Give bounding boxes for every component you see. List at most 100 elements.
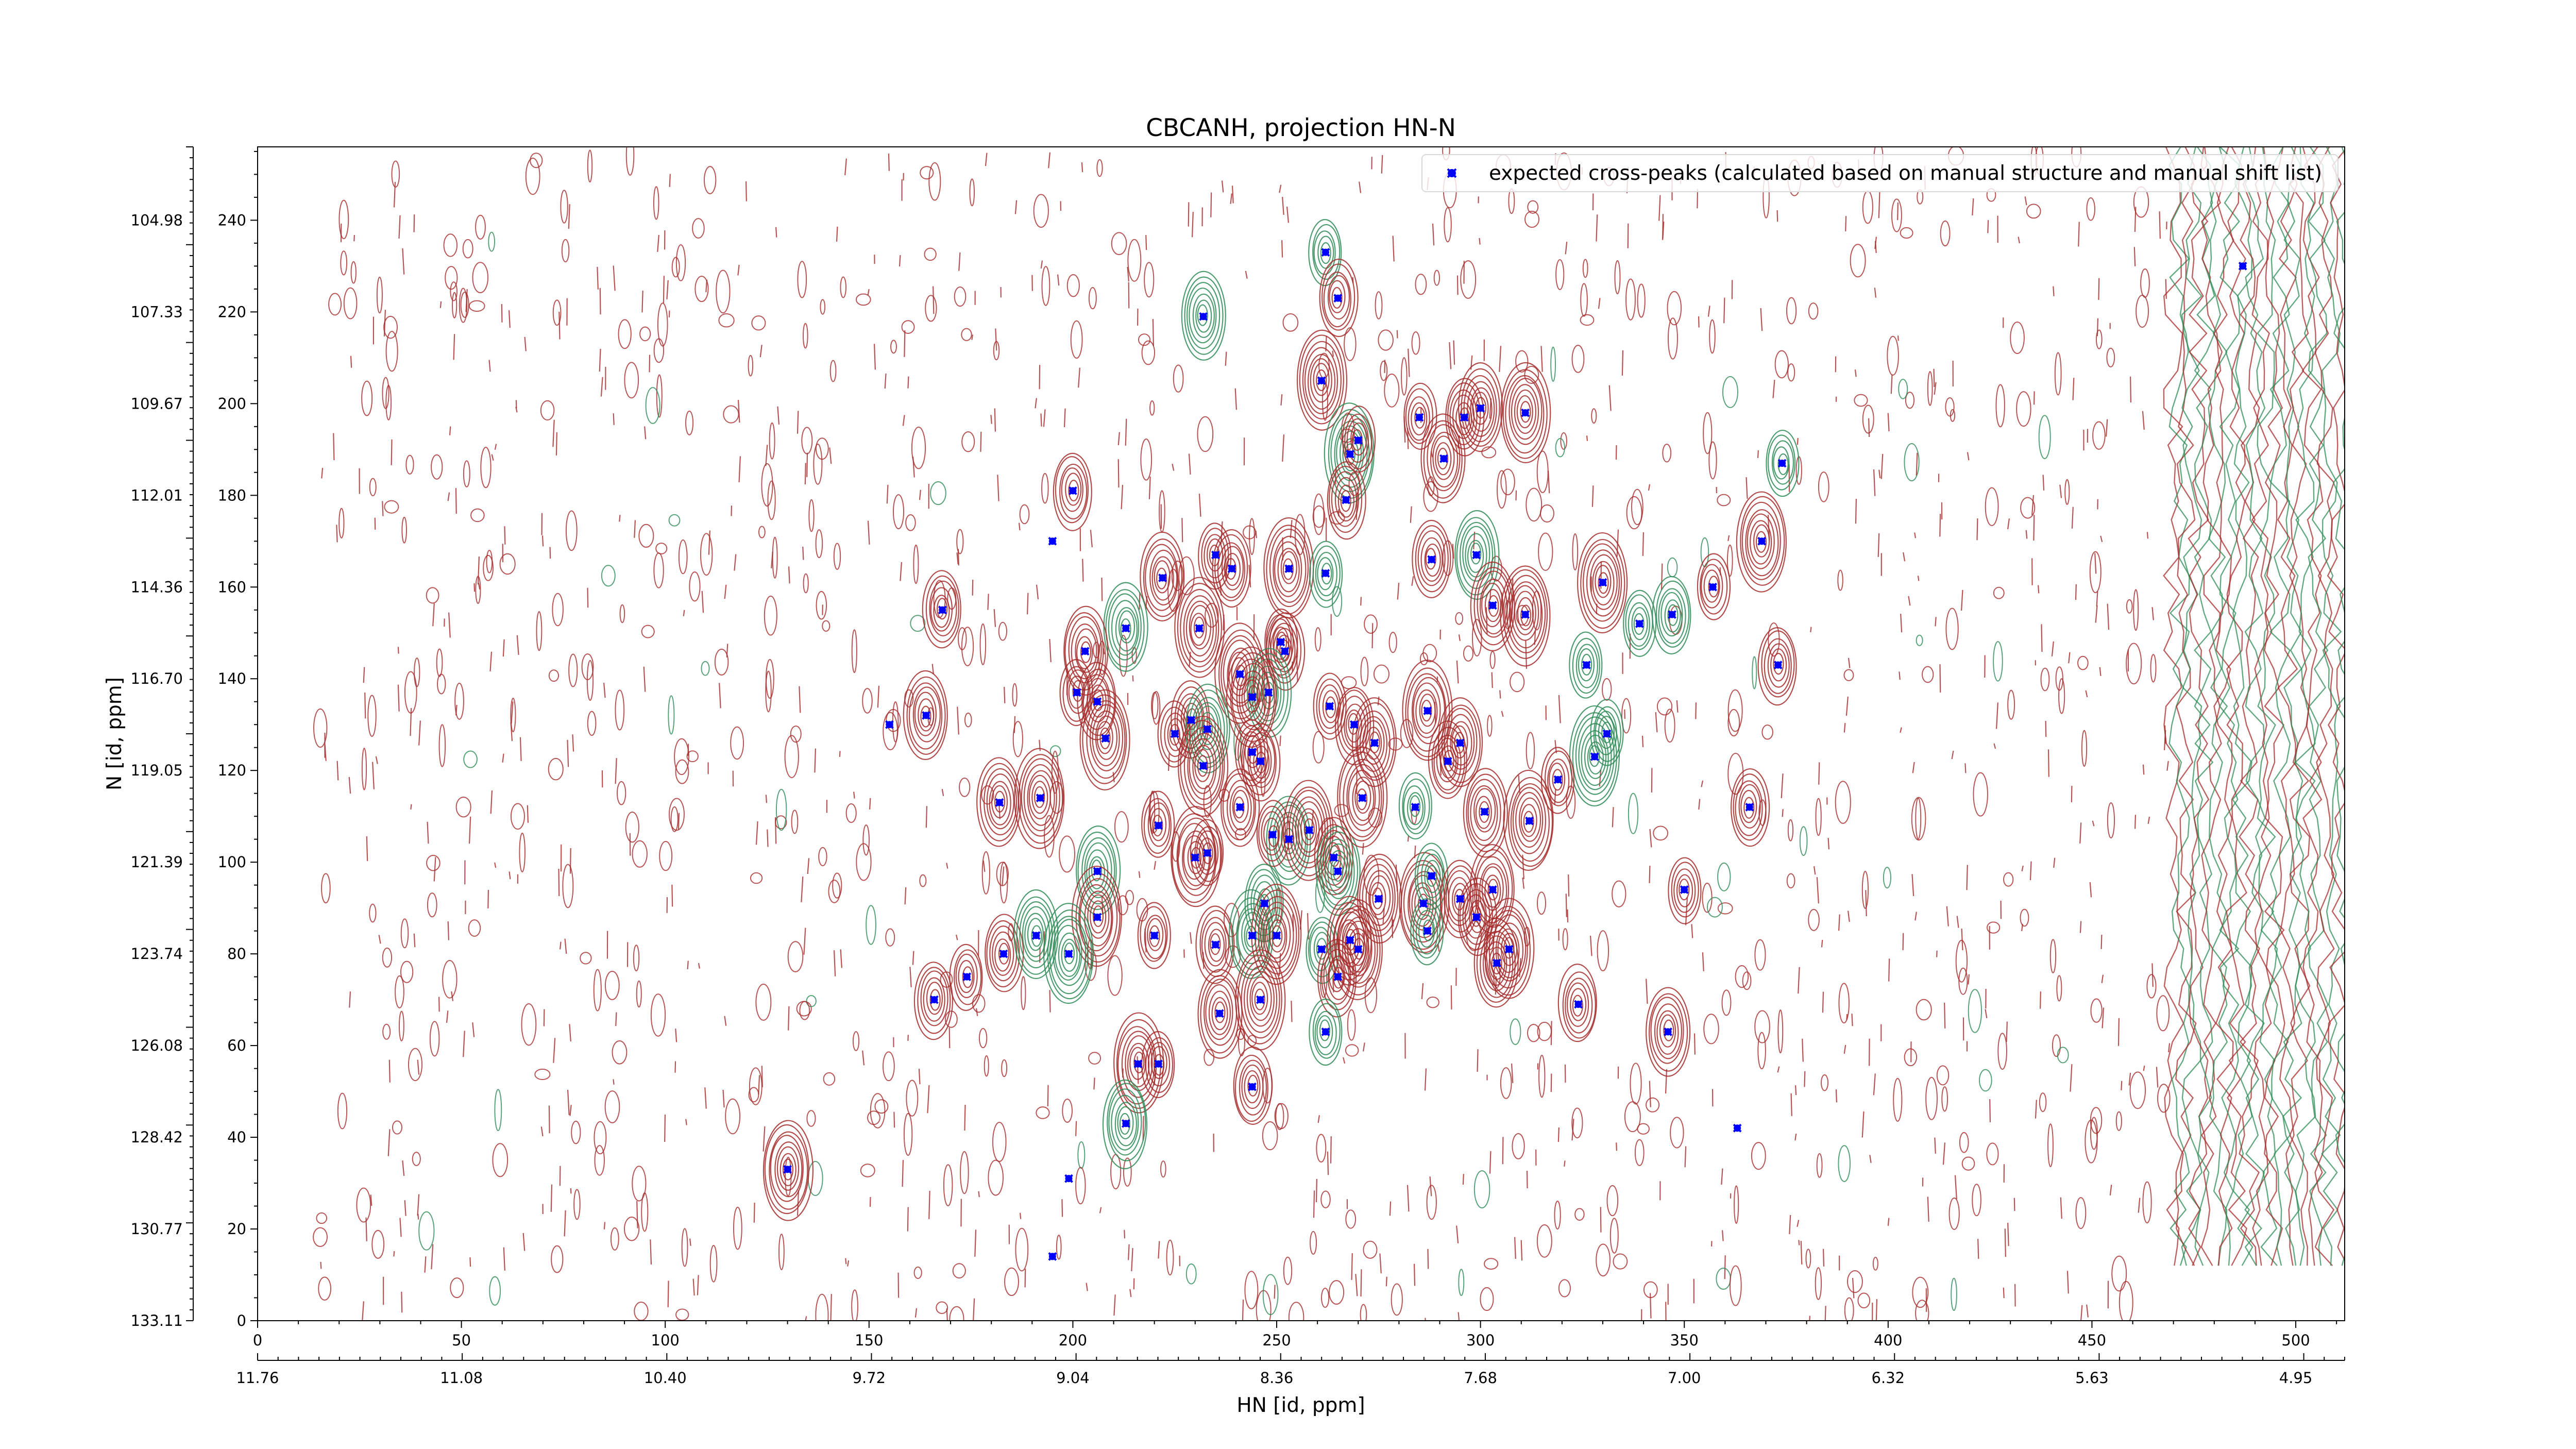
noise-contour [1802, 1038, 1804, 1062]
noise-contour [954, 286, 967, 307]
noise-contour [2084, 1119, 2098, 1164]
peak-contour-ring [1414, 407, 1426, 429]
noise-contour [534, 1068, 551, 1081]
noise-contour [2021, 865, 2024, 872]
noise-contour [1816, 1153, 1823, 1178]
noise-contour [964, 1104, 966, 1131]
noise-contour [468, 919, 481, 937]
noise-contour [1384, 374, 1400, 408]
cross-peak-marker [1256, 756, 1265, 766]
noise-contour [806, 1110, 816, 1127]
cross-peak-marker [1733, 1123, 1742, 1133]
noise-contour [1979, 1069, 1992, 1092]
noise-contour [1911, 797, 1926, 841]
noise-contour [1382, 908, 1385, 924]
cross-peak-marker [1150, 931, 1159, 940]
y-ppm-tick-label: 116.70 [131, 670, 183, 687]
y-tick-label: 120 [218, 762, 246, 779]
peak-contour-ring [1058, 932, 1081, 977]
noise-contour [492, 1143, 509, 1177]
noise-contour [1138, 333, 1151, 346]
noise-contour [1717, 902, 1733, 915]
noise-contour [943, 1164, 953, 1206]
noise-contour [429, 1021, 440, 1057]
cross-peak-marker [1590, 752, 1599, 761]
noise-contour [1198, 494, 1201, 517]
cross-peak-marker [1353, 436, 1363, 445]
noise-contour [1815, 1267, 1822, 1300]
noise-contour [1961, 1156, 1975, 1171]
noise-contour [1641, 735, 1644, 747]
noise-contour [1012, 721, 1023, 757]
peak-contour-ring [1084, 890, 1112, 947]
noise-contour [851, 629, 857, 673]
peak-contour-ring [1269, 528, 1309, 608]
peak-contour-ring [1189, 738, 1217, 794]
noise-contour [472, 1022, 475, 1037]
noise-contour [1101, 578, 1103, 601]
peak-contour-ring [1520, 604, 1532, 627]
noise-contour [564, 1210, 566, 1237]
noise-contour [599, 288, 601, 315]
noise-contour [1637, 283, 1646, 318]
cross-peak-marker [1374, 894, 1383, 903]
peak-contour-ring [1517, 597, 1534, 631]
noise-contour [1637, 1123, 1650, 1135]
cross-peak-marker [1553, 775, 1563, 784]
noise-contour [1646, 1097, 1660, 1113]
noise-contour [1406, 1185, 1410, 1212]
noise-contour [813, 443, 823, 485]
noise-contour [1172, 463, 1175, 471]
cross-peak-marker [1248, 931, 1257, 940]
peak-contour-ring [1593, 706, 1621, 762]
cross-peak-marker [1745, 802, 1754, 812]
noise-contour [1191, 212, 1194, 238]
peak-contour-ring [1144, 915, 1166, 959]
band-contour [2269, 147, 2291, 1266]
noise-contour [668, 695, 675, 735]
peak-contour-ring [1679, 879, 1690, 901]
noise-contour [903, 1113, 913, 1156]
peak-contour-ring [1133, 1051, 1145, 1073]
peak-contour-ring [1049, 916, 1089, 995]
noise-contour [1426, 1185, 1437, 1220]
noise-contours [313, 147, 2171, 1321]
noise-contour [1019, 504, 1030, 525]
cross-peak-marker [885, 720, 894, 729]
y-tick-label: 20 [227, 1220, 246, 1238]
noise-contour [1967, 452, 1970, 461]
peak-contour-ring [1654, 1003, 1683, 1059]
noise-contour [2142, 411, 2145, 430]
noise-contour [571, 1120, 581, 1144]
peak-contour-ring [1249, 653, 1289, 732]
noise-contour [1897, 335, 1899, 341]
peak-contour-ring [1409, 795, 1421, 817]
peak-contour-ring [1023, 764, 1057, 832]
noise-contour [1961, 928, 1963, 951]
peak-contour-ring [769, 1131, 808, 1210]
peak-contour-ring [1174, 577, 1225, 678]
noise-contour [1972, 198, 1974, 216]
noise-contour [2126, 643, 2142, 685]
noise-contour [969, 178, 975, 207]
noise-contour [1804, 1071, 1806, 1087]
peak-contour-ring [1321, 563, 1332, 585]
peak-contour-ring [949, 943, 983, 1011]
noise-contour [1933, 368, 1935, 387]
peak-contour-ring [1300, 812, 1317, 846]
noise-contour [2095, 329, 2103, 349]
noise-contour [765, 670, 772, 713]
cross-peak-marker [1346, 449, 1354, 459]
peak-contour-ring [1227, 647, 1255, 703]
x-tick-label: 200 [1059, 1332, 1087, 1349]
peak-contour-ring [922, 570, 961, 649]
peak-contour-ring [1540, 747, 1575, 814]
peak-contour-ring [1197, 304, 1208, 326]
noise-contour [1360, 656, 1369, 686]
peak-contour-ring [1063, 942, 1075, 965]
noise-contour [593, 969, 602, 1012]
peak-contour-ring [1510, 783, 1550, 862]
noise-contour [1508, 188, 1515, 214]
peak-contour-ring [1346, 418, 1369, 463]
peak-contour-ring [1472, 392, 1489, 425]
